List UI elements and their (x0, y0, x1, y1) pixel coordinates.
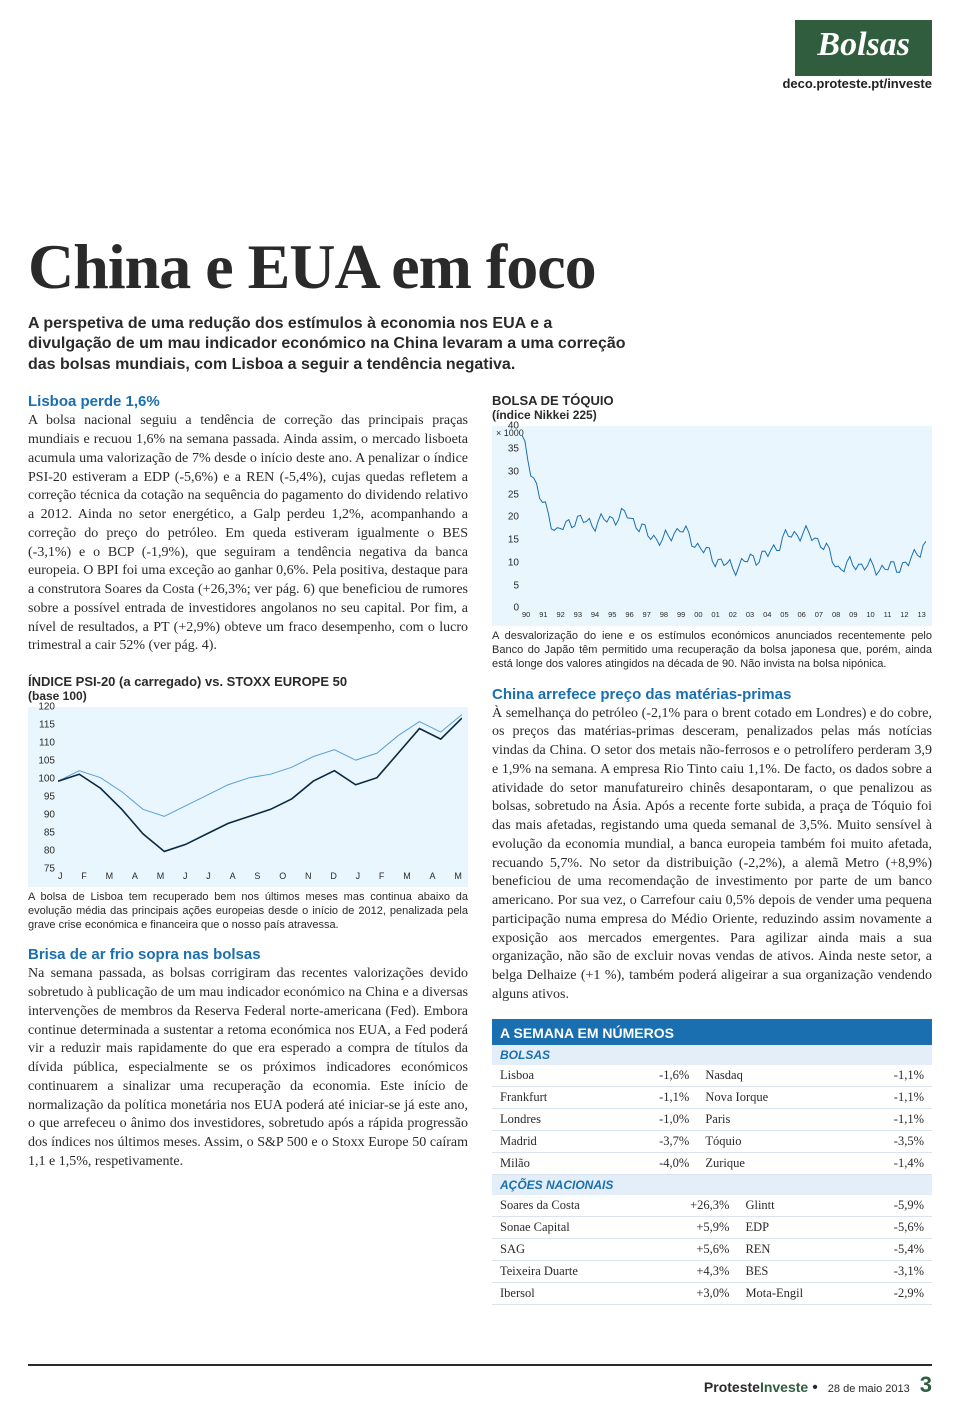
table-row: Ibersol+3,0%Mota-Engil-2,9% (492, 1282, 932, 1304)
table-row: Madrid-3,7%Tóquio-3,5% (492, 1130, 932, 1152)
page-footer: Proteste Investe • 28 de maio 2013 3 (28, 1364, 932, 1398)
psi-chart-caption: A bolsa de Lisboa tem recuperado bem nos… (28, 891, 468, 932)
psi-plot (58, 711, 462, 869)
psi-chart-subtitle: (base 100) (28, 689, 468, 703)
weekly-header: A SEMANA EM NÚMEROS (492, 1021, 932, 1045)
left-subhead-1: Lisboa perde 1,6% (28, 393, 468, 410)
right-column: BOLSA DE TÓQUIO (índice Nikkei 225) × 10… (492, 393, 932, 1304)
right-subhead-1: China arrefece preço das matérias-primas (492, 686, 932, 703)
nikkei-x-axis: 9091929394959697989900010203040506070809… (522, 610, 926, 626)
table-row: Londres-1,0%Paris-1,1% (492, 1108, 932, 1130)
psi-x-axis: JFMAMJJASONDJFMAM (58, 871, 462, 887)
table-row: SAG+5,6%REN-5,4% (492, 1238, 932, 1260)
site-url: deco.proteste.pt/investe (782, 76, 932, 91)
weekly-section-bolsas: BOLSAS (492, 1045, 932, 1065)
right-para-1: À semelhança do petróleo (-2,1% para o b… (492, 705, 932, 1005)
psi-chart-title: ÍNDICE PSI-20 (a carregado) vs. STOXX EU… (28, 674, 468, 689)
left-subhead-2: Brisa de ar frio sopra nas bolsas (28, 946, 468, 963)
nikkei-plot (522, 430, 926, 608)
section-badge: Bolsas (795, 20, 932, 76)
footer-brand-1: Proteste (704, 1379, 760, 1395)
left-para-2: Na semana passada, as bolsas corrigiram … (28, 965, 468, 1171)
left-column: Lisboa perde 1,6% A bolsa nacional segui… (28, 393, 468, 1304)
table-row: Soares da Costa+26,3%Glintt-5,9% (492, 1195, 932, 1217)
nikkei-chart-caption: A desvalorização do iene e os estímulos … (492, 630, 932, 671)
nikkei-chart-subtitle: (índice Nikkei 225) (492, 408, 932, 422)
nikkei-chart: × 1000 4035302520151050 9091929394959697… (492, 426, 932, 626)
article-lede: A perspetiva de uma redução dos estímulo… (28, 314, 628, 375)
nikkei-y-axis: 4035302520151050 (492, 426, 522, 608)
footer-page-number: 3 (920, 1372, 932, 1398)
article-title: China e EUA em foco (28, 230, 932, 304)
weekly-table-acoes: Soares da Costa+26,3%Glintt-5,9%Sonae Ca… (492, 1195, 932, 1305)
footer-brand-2: Investe (760, 1379, 808, 1395)
table-row: Milão-4,0%Zurique-1,4% (492, 1152, 932, 1174)
weekly-numbers: A SEMANA EM NÚMEROS BOLSAS Lisboa-1,6%Na… (492, 1019, 932, 1305)
weekly-table-bolsas: Lisboa-1,6%Nasdaq-1,1%Frankfurt-1,1%Nova… (492, 1065, 932, 1175)
footer-bullet: • (812, 1379, 818, 1397)
footer-date: 28 de maio 2013 (828, 1383, 910, 1395)
page-header: Bolsas deco.proteste.pt/investe (28, 20, 932, 140)
table-row: Sonae Capital+5,9%EDP-5,6% (492, 1216, 932, 1238)
psi-y-axis: 1201151101051009590858075 (28, 707, 58, 869)
table-row: Teixeira Duarte+4,3%BES-3,1% (492, 1260, 932, 1282)
nikkei-chart-title: BOLSA DE TÓQUIO (492, 393, 932, 408)
weekly-section-acoes: AÇÕES NACIONAIS (492, 1175, 932, 1195)
table-row: Lisboa-1,6%Nasdaq-1,1% (492, 1065, 932, 1087)
left-para-1: A bolsa nacional seguiu a tendência de c… (28, 412, 468, 656)
psi-chart: 1201151101051009590858075 JFMAMJJASONDJF… (28, 707, 468, 887)
table-row: Frankfurt-1,1%Nova Iorque-1,1% (492, 1086, 932, 1108)
